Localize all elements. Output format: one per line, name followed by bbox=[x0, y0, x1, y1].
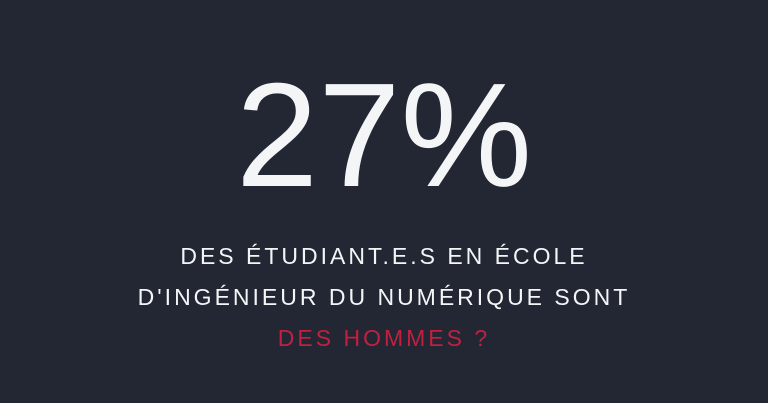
stat-caption: DES ÉTUDIANT.E.S EN ÉCOLE D'INGÉNIEUR DU… bbox=[138, 236, 631, 359]
stat-value: 27% bbox=[235, 53, 533, 218]
caption-highlight-line: DES HOMMES ? bbox=[277, 325, 491, 351]
caption-line-1: DES ÉTUDIANT.E.S EN ÉCOLE bbox=[180, 243, 588, 269]
caption-line-2: D'INGÉNIEUR DU NUMÉRIQUE SONT bbox=[137, 284, 631, 310]
